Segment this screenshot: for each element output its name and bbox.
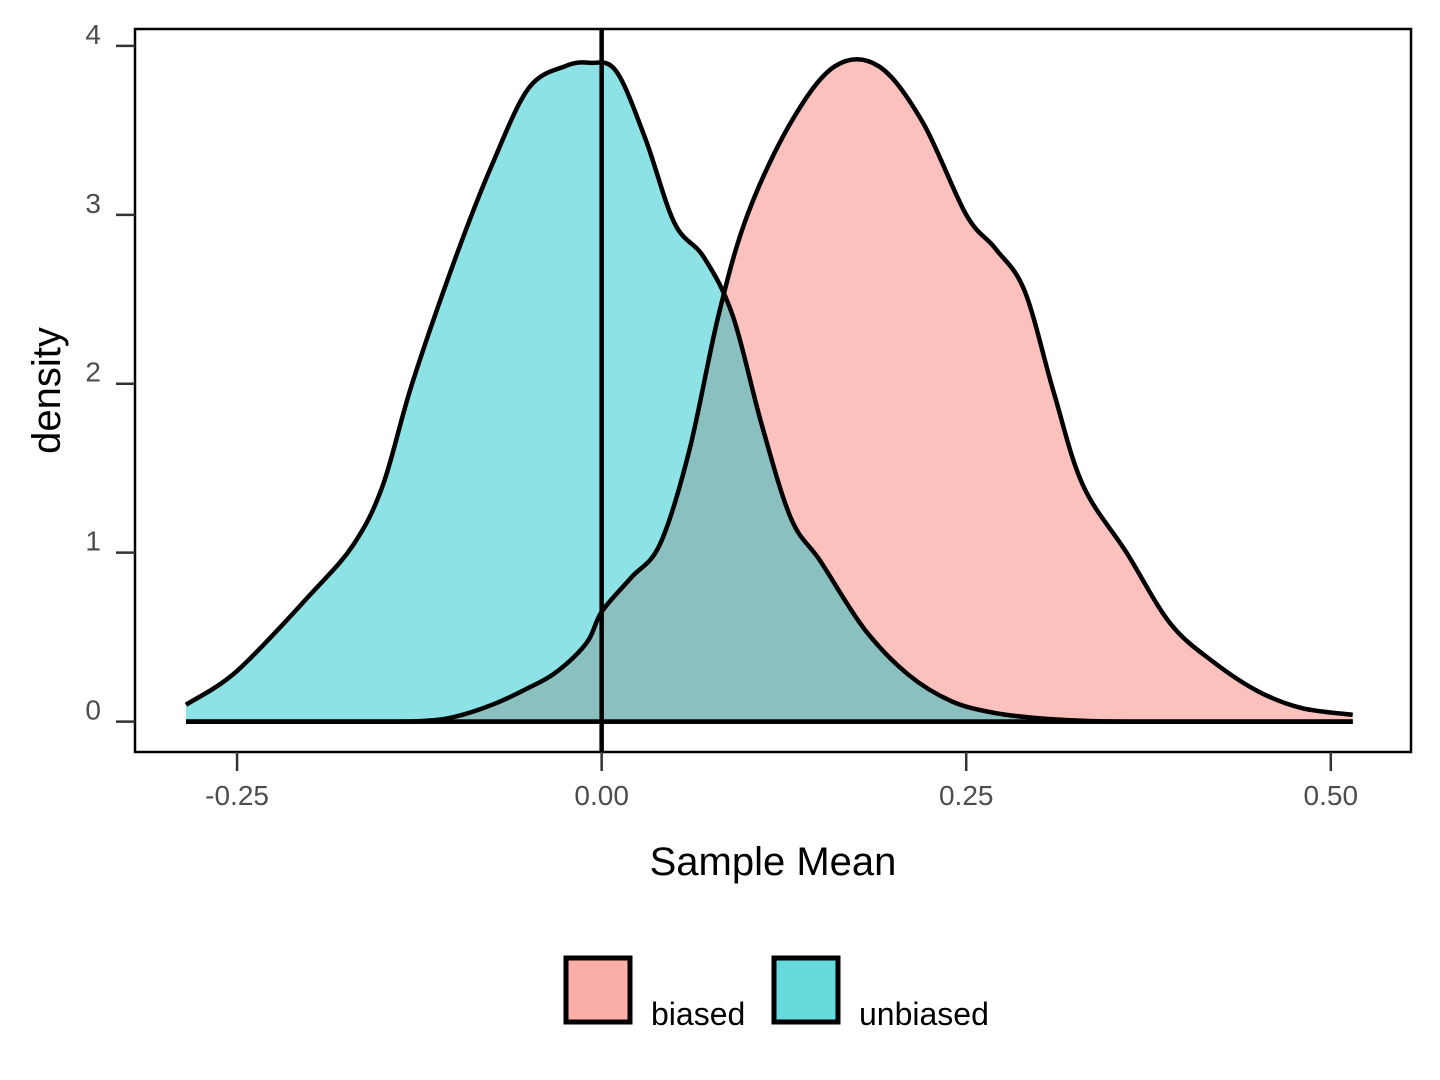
x-axis: -0.25 0.00 0.25 0.50 (205, 752, 1358, 811)
density-outlines (184, 56, 1353, 724)
x-axis-title: Sample Mean (650, 840, 897, 884)
panel-border (133, 27, 1413, 754)
y-tick-label: 0 (85, 695, 101, 726)
legend-label-biased: biased (651, 996, 745, 1032)
y-axis-title: density (25, 327, 69, 454)
x-tick-label: 0.50 (1304, 780, 1359, 811)
x-tick-label: -0.25 (205, 780, 269, 811)
y-tick-label: 4 (85, 19, 101, 50)
density-area-unbiased (186, 62, 1353, 722)
y-tick-label: 2 (85, 357, 101, 388)
y-tick-label: 1 (85, 526, 101, 557)
y-axis: 0 1 2 3 4 (85, 19, 135, 726)
legend: biased unbiased (563, 955, 989, 1032)
legend-label-unbiased: unbiased (859, 996, 989, 1032)
legend-key-biased (563, 955, 633, 1025)
density-fills (186, 59, 1353, 722)
density-line-unbiased (184, 60, 1353, 724)
x-tick-label: 0.00 (574, 780, 629, 811)
x-tick-label: 0.25 (939, 780, 994, 811)
density-line-biased (186, 56, 1353, 724)
density-area-biased (186, 59, 1353, 722)
y-tick-label: 3 (85, 188, 101, 219)
legend-key-unbiased (771, 955, 841, 1025)
